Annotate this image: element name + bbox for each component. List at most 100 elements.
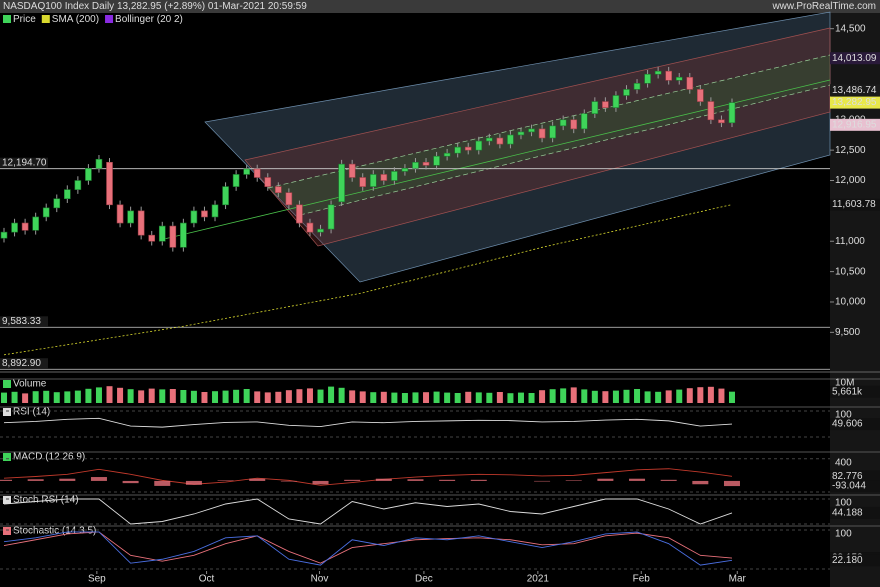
y-tick-label: 10M <box>835 378 854 389</box>
panel-title: Volume <box>13 379 47 390</box>
volume-bar <box>686 388 693 403</box>
last-value-bg <box>830 385 880 398</box>
histogram-bar <box>597 478 614 481</box>
histogram-bar <box>660 479 677 481</box>
volume-bar <box>180 390 187 403</box>
legend-swatch <box>41 15 50 23</box>
level-label: 9,583.33 <box>2 316 41 327</box>
candle-body <box>11 222 18 233</box>
candle-body <box>433 155 440 166</box>
y-tick-label: 9,500 <box>835 327 860 338</box>
histogram-bar <box>27 479 44 481</box>
candle-body <box>401 168 409 172</box>
volume-bar <box>623 389 630 403</box>
candle-body <box>306 222 314 233</box>
histogram-bar <box>723 480 740 487</box>
y-tick-label: 12,500 <box>835 145 866 156</box>
candle-body <box>633 83 641 90</box>
histogram-bar <box>534 480 551 482</box>
last-value-bg <box>830 480 880 493</box>
candle-body <box>728 102 736 124</box>
histogram-bar <box>629 478 646 481</box>
volume-bar <box>517 392 524 403</box>
candle-body <box>486 137 493 142</box>
indicator-line <box>3 498 733 525</box>
price-label-bg <box>830 118 880 131</box>
candle-body <box>549 125 556 139</box>
indicator-line <box>3 468 733 486</box>
volume-bar <box>707 386 714 403</box>
volume-bar <box>507 393 514 403</box>
panel-title: RSI (14) <box>13 407 50 418</box>
volume-bar <box>486 392 493 403</box>
candle-body <box>348 163 356 178</box>
volume-bar <box>11 391 18 403</box>
volume-bar <box>655 391 662 403</box>
level-label: 8,892.90 <box>2 358 41 369</box>
price-label: 12,916.95 <box>832 119 877 130</box>
panel-title: Stochastic (14 3 5) <box>13 526 96 537</box>
volume-bar <box>201 392 208 403</box>
panel-swatch <box>3 496 11 504</box>
indicator-line <box>3 417 733 428</box>
y-tick-label: 12,000 <box>835 175 866 186</box>
y-tick-label: 100 <box>835 498 852 509</box>
panel-swatch <box>3 380 11 388</box>
candle-body <box>644 73 651 84</box>
y-tick-label: 400 <box>835 457 852 468</box>
channel-inner <box>268 55 830 215</box>
x-tick-label: Dec <box>415 574 433 585</box>
histogram-bar <box>565 480 582 481</box>
candle-body <box>285 192 293 206</box>
candle-body <box>380 174 388 181</box>
x-tick-label: Sep <box>88 574 106 585</box>
candle-body <box>137 210 145 236</box>
channel-dash <box>267 54 831 189</box>
y-tick-label: 10,000 <box>835 297 866 308</box>
legend-label: Price <box>13 14 36 25</box>
volume-bar <box>496 392 503 403</box>
price-label-bg <box>830 198 880 211</box>
candle-body <box>464 146 472 151</box>
histogram-bar <box>312 480 329 485</box>
candle-body <box>359 177 367 187</box>
candle-body <box>369 174 377 187</box>
histogram-bar <box>407 479 424 481</box>
candle-body <box>169 225 177 248</box>
level-label-bg <box>0 316 48 327</box>
candle-body <box>116 204 124 224</box>
legend-swatch <box>3 15 11 23</box>
panel-swatch <box>3 527 11 535</box>
candle-body <box>32 216 39 231</box>
chart-title: NASDAQ100 Index Daily 13,282.95 (+2.89%)… <box>3 1 307 12</box>
last-value-label: 44.188 <box>832 508 863 519</box>
volume-bar <box>296 389 303 403</box>
volume-bar <box>22 393 29 403</box>
volume-bar <box>391 392 398 403</box>
price-label-bg <box>830 84 880 97</box>
candle-body <box>580 113 588 130</box>
candle-body <box>74 180 82 190</box>
last-value-bg <box>830 506 880 519</box>
panel-title: MACD (12 26 9) <box>13 452 85 463</box>
histogram-bar <box>90 477 107 481</box>
volume-bar <box>634 389 641 403</box>
panel-title: Stoch RSI (14) <box>13 495 79 506</box>
candle-body <box>654 70 662 75</box>
panel-swatch <box>3 408 11 416</box>
volume-bar <box>233 389 240 403</box>
channel-dash <box>299 84 831 216</box>
candle-body <box>538 128 546 139</box>
y-tick-label: 100 <box>835 529 852 540</box>
candle-body <box>211 204 219 218</box>
candle-body <box>454 146 461 154</box>
channel-mid <box>244 27 831 247</box>
volume-bar <box>728 391 735 403</box>
candle-body <box>412 161 419 169</box>
volume-bar <box>32 391 39 403</box>
y-tick-label: 100 <box>835 410 852 421</box>
candle-body <box>675 76 683 81</box>
candle-body <box>707 101 715 121</box>
candle-body <box>64 189 71 200</box>
